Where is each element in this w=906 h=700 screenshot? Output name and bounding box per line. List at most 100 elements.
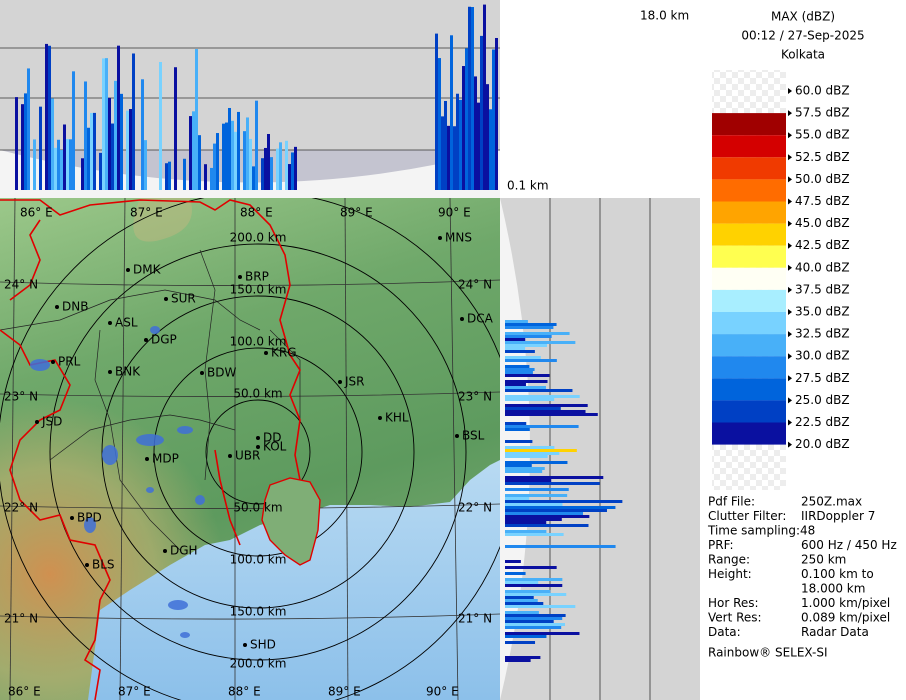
- lon-label-bottom: 87° E: [118, 685, 151, 699]
- echo-column: [81, 158, 84, 190]
- echo-row: [505, 572, 526, 575]
- echo-row: [505, 368, 535, 371]
- echo-row: [505, 656, 541, 659]
- echo-column: [252, 166, 255, 190]
- city-dot: [264, 351, 268, 355]
- echo-column: [276, 148, 279, 190]
- map: [0, 198, 500, 700]
- echo-column: [60, 150, 63, 190]
- lat-label-left: 21° N: [4, 612, 38, 626]
- ring-label-bottom: 150.0 km: [230, 605, 287, 619]
- echo-column: [198, 135, 201, 190]
- city-label: KHL: [385, 411, 409, 425]
- echo-column: [69, 139, 72, 190]
- legend-label: 57.5 dBZ: [795, 106, 850, 120]
- echo-column: [45, 43, 48, 190]
- legend-swatch: [712, 378, 786, 401]
- echo-column: [117, 45, 120, 190]
- city-label: DMK: [133, 263, 162, 277]
- city-dot: [243, 643, 247, 647]
- echo-column: [492, 49, 495, 190]
- echo-column: [450, 35, 453, 191]
- city-dot: [438, 236, 442, 240]
- echo-row: [505, 533, 564, 536]
- echo-row: [505, 509, 607, 512]
- legend-label: 25.0 dBZ: [795, 393, 850, 407]
- echo-column: [453, 126, 456, 190]
- city-dot: [145, 457, 149, 461]
- echo-row: [505, 494, 568, 497]
- echo-row: [505, 488, 569, 491]
- echo-row: [505, 347, 526, 350]
- echo-row: [505, 497, 530, 500]
- echo-column: [237, 111, 240, 190]
- echo-column: [87, 127, 90, 190]
- echo-column: [63, 124, 66, 190]
- info-value: Radar Data: [801, 625, 869, 639]
- echo-column: [438, 58, 441, 190]
- echo-row: [505, 605, 576, 608]
- echo-row: [505, 566, 557, 569]
- lon-label-top: 90° E: [438, 206, 471, 220]
- echo-row: [505, 356, 541, 359]
- city-label: BDW: [207, 366, 236, 380]
- echo-row: [505, 623, 566, 626]
- lon-label-bottom: 86° E: [8, 685, 41, 699]
- legend-swatch: [712, 113, 786, 136]
- echo-row: [505, 320, 528, 323]
- legend-label: 60.0 dBZ: [795, 84, 850, 98]
- city-label: MNS: [445, 231, 472, 245]
- echo-column: [267, 133, 270, 190]
- city-label: JSR: [344, 375, 365, 389]
- lon-label-bottom: 89° E: [328, 685, 361, 699]
- echo-column: [456, 93, 459, 190]
- ring-label-top: 50.0 km: [233, 387, 282, 401]
- echo-column: [183, 158, 186, 190]
- echo-column: [108, 97, 111, 190]
- legend-tick: [788, 309, 792, 315]
- city-dot: [163, 549, 167, 553]
- echo-column: [489, 109, 492, 190]
- echo-column: [249, 138, 252, 190]
- echo-column: [39, 106, 42, 190]
- echo-row: [505, 560, 521, 563]
- echo-column: [246, 117, 249, 190]
- city-label: SUR: [171, 292, 196, 306]
- legend-tick: [788, 419, 792, 426]
- legend-label: 42.5 dBZ: [795, 238, 850, 252]
- echo-row: [505, 455, 548, 458]
- legend-tick: [788, 331, 792, 338]
- echo-row: [505, 614, 566, 617]
- echo-column: [24, 93, 27, 190]
- echo-column: [486, 84, 489, 190]
- echo-row: [505, 332, 570, 335]
- echo-row: [505, 389, 573, 392]
- city-dot: [144, 338, 148, 342]
- right-section: [500, 198, 700, 700]
- echo-column: [114, 80, 117, 190]
- echo-row: [505, 338, 526, 341]
- legend-label: 22.5 dBZ: [795, 415, 850, 429]
- echo-row: [505, 380, 548, 383]
- echo-column: [243, 131, 246, 190]
- lon-label-bottom: 90° E: [426, 685, 459, 699]
- echo-column: [99, 152, 102, 190]
- city-label: DGH: [170, 544, 198, 558]
- legend-tick: [788, 353, 792, 360]
- legend-label: 20.0 dBZ: [795, 437, 850, 451]
- city-dot: [460, 317, 464, 321]
- echo-row: [505, 404, 588, 407]
- legend-swatch: [712, 400, 786, 423]
- city-label: KOL: [263, 440, 287, 454]
- city-dot: [35, 420, 39, 424]
- echo-row: [505, 602, 544, 605]
- echo-column: [474, 76, 477, 190]
- city-label: DD: [263, 431, 281, 445]
- info-key: Pdf File:: [708, 495, 755, 509]
- ring-label-top: 200.0 km: [230, 231, 287, 245]
- legend-swatch: [712, 422, 786, 445]
- echo-column: [441, 116, 444, 190]
- info-value: 250Z.max: [801, 495, 862, 509]
- echo-row: [505, 584, 563, 587]
- city-label: UBR: [235, 449, 260, 463]
